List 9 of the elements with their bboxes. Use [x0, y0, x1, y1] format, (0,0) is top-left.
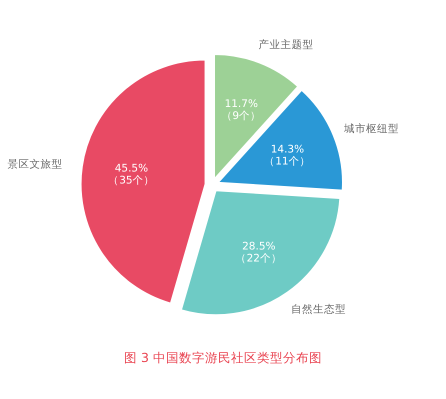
- data-label: 14.3% （11个）: [264, 143, 311, 168]
- data-label: 45.5% （35个）: [108, 162, 155, 187]
- data-label: 28.5% （22个）: [236, 240, 282, 265]
- text: 图 3 中国数字游民社区类型分布图: [124, 350, 322, 365]
- data-label: 11.7% （9个）: [221, 98, 262, 122]
- slice-label: 城市枢纽型: [342, 122, 399, 136]
- slice-label: 景区文旅型: [8, 158, 63, 171]
- slice-label: 产业主题型: [258, 38, 314, 52]
- slice-label: 自然生态型: [290, 302, 346, 316]
